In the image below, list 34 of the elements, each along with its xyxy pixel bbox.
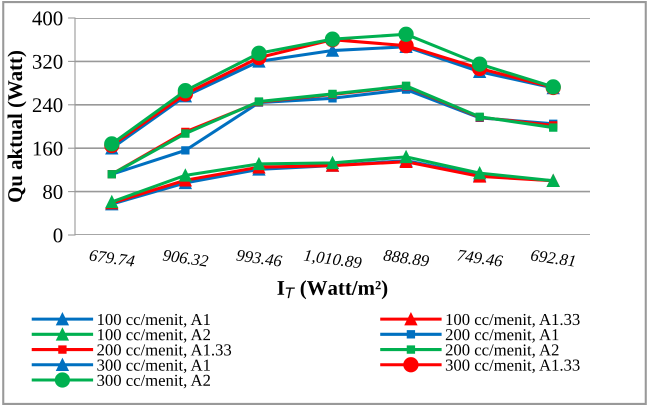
legend-label: 200 cc/menit, A1	[446, 329, 558, 343]
point	[178, 83, 193, 98]
legend-label: 200 cc/menit, A1.33	[97, 344, 232, 358]
legend-label: 100 cc/menit, A2	[98, 329, 210, 343]
point	[179, 169, 192, 182]
y-tick-label: 320	[32, 54, 62, 69]
x-tick-label: 1,010.89	[303, 249, 362, 271]
x-tick-label: 679.74	[89, 250, 136, 267]
point	[400, 150, 412, 164]
y-axis-title: Qu aktual (Watt)	[7, 51, 26, 202]
legend-label: 300 cc/menit, A1	[97, 360, 210, 374]
legend-label: 100 cc/menit, A1	[98, 314, 210, 328]
y-tick-label: 240	[32, 98, 62, 112]
point	[398, 26, 414, 42]
point	[251, 46, 267, 61]
x-axis-title: I$_{T}$ (Watt/m²)	[277, 280, 388, 300]
y-tick-label: 80	[43, 184, 62, 200]
x-tick-label: 692.81	[530, 249, 576, 267]
x-tick-label: 906.32	[162, 249, 209, 267]
point	[252, 158, 266, 170]
legend-label: 300 cc/menit, A2	[97, 374, 210, 388]
x-tick-label: 888.89	[383, 249, 430, 267]
point	[181, 146, 190, 155]
y-tick-label: 0	[54, 228, 62, 242]
x-tick-label: 993.46	[236, 249, 283, 267]
legend-label: 200 cc/menit, A2	[446, 344, 558, 358]
point	[326, 156, 339, 170]
legend-label: 100 cc/menit, A1.33	[446, 314, 580, 328]
point	[472, 56, 488, 72]
x-tick-label: 749.46	[457, 250, 504, 267]
y-tick-label: 160	[34, 142, 62, 156]
point	[473, 166, 486, 180]
y-tick-label: 400	[32, 11, 62, 26]
legend-label: 300 cc/menit, A1.33	[446, 360, 580, 374]
